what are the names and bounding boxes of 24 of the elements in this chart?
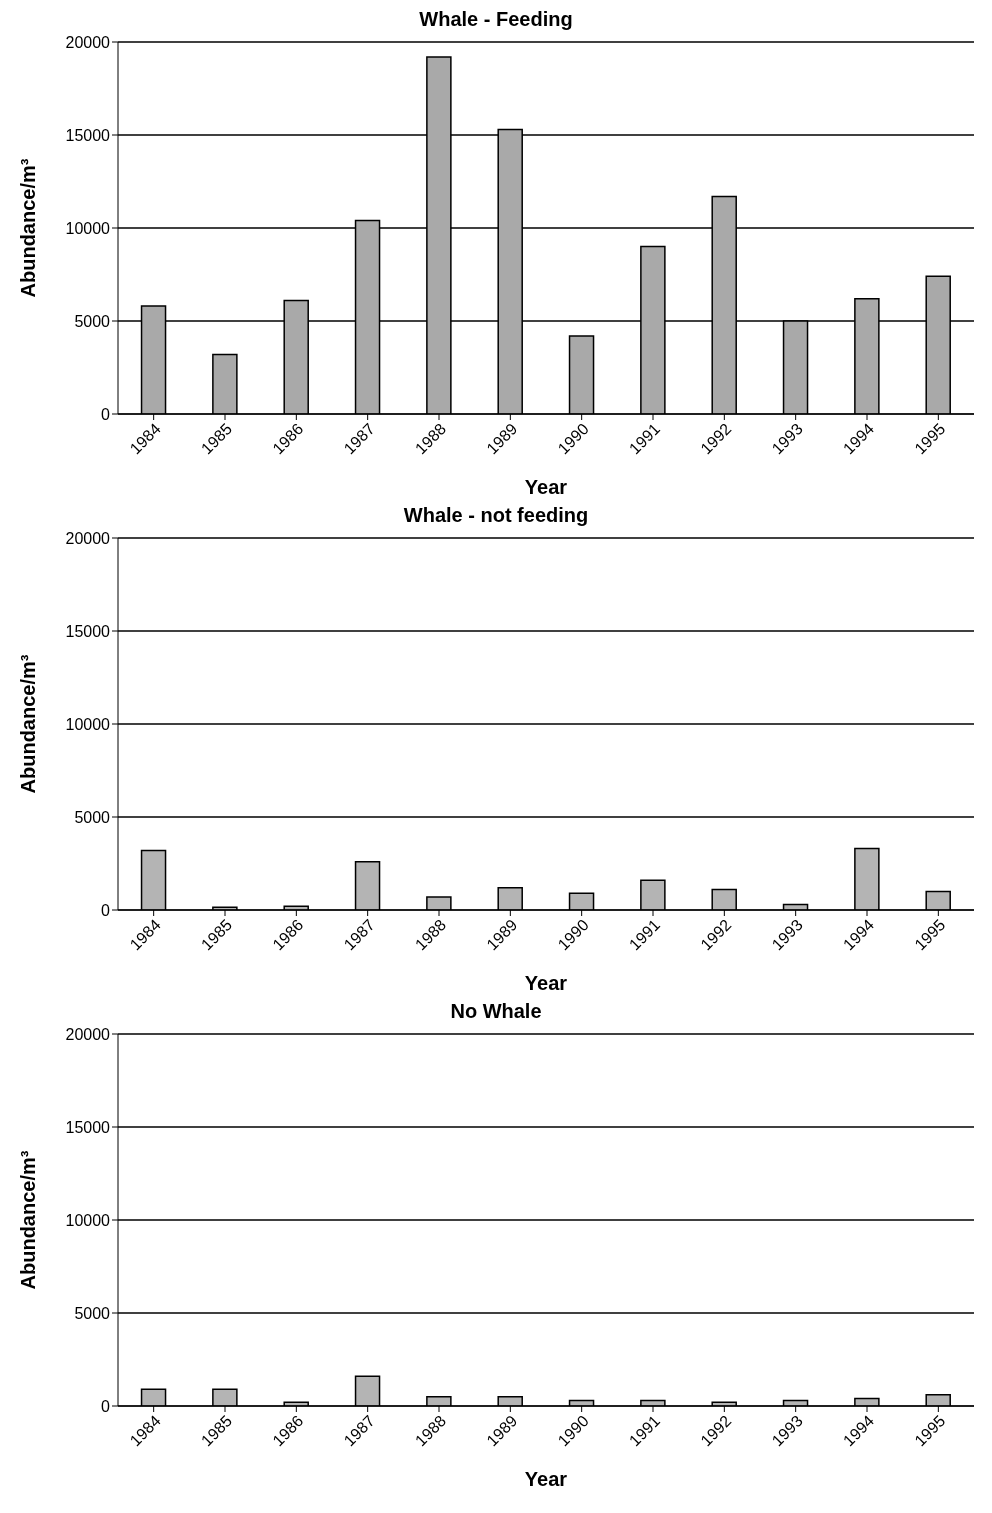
y-tick-label: 15000 bbox=[65, 622, 111, 640]
y-tick-label: 5000 bbox=[74, 1304, 111, 1322]
x-axis-title: Year bbox=[524, 1468, 568, 1490]
y-tick-label: 10000 bbox=[65, 715, 111, 733]
y-axis-title: Abundance/m³ bbox=[17, 1150, 40, 1290]
y-tick-label: 5000 bbox=[74, 808, 111, 826]
y-tick-label: 5000 bbox=[74, 312, 111, 330]
y-tick-label: 0 bbox=[101, 1397, 111, 1415]
x-axis-title: Year bbox=[524, 972, 568, 994]
y-tick-label: 20000 bbox=[65, 33, 111, 51]
y-tick-label: 15000 bbox=[65, 126, 111, 144]
y-axis-title: Abundance/m³ bbox=[17, 158, 40, 298]
y-tick-label: 20000 bbox=[65, 529, 111, 547]
y-tick-label: 10000 bbox=[65, 1211, 111, 1229]
x-axis-title: Year bbox=[524, 476, 568, 498]
chart-title: Whale - Feeding bbox=[418, 8, 574, 32]
y-tick-label: 0 bbox=[101, 901, 111, 919]
y-tick-label: 20000 bbox=[65, 1025, 111, 1043]
y-axis-title: Abundance/m³ bbox=[17, 654, 40, 794]
chart-title: Whale - not feeding bbox=[402, 504, 590, 528]
y-tick-label: 15000 bbox=[65, 1118, 111, 1136]
y-tick-label: 0 bbox=[101, 405, 111, 423]
y-tick-label: 10000 bbox=[65, 219, 111, 237]
chart-title: No Whale bbox=[449, 1000, 543, 1024]
